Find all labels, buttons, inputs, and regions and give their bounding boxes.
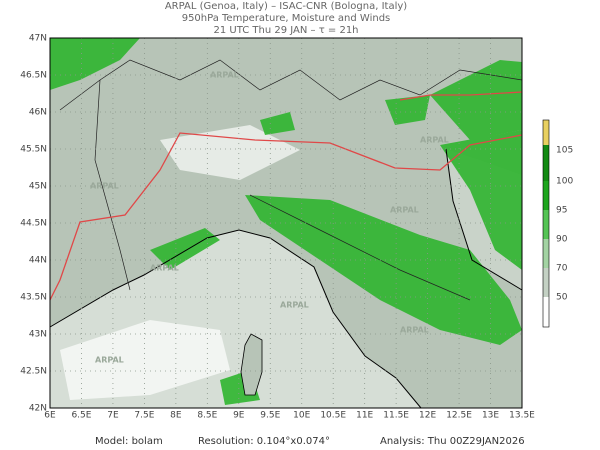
- lon-label: 12.5E: [446, 411, 472, 421]
- lon-label: 10.5E: [320, 411, 346, 421]
- lon-label: 11.5E: [383, 411, 409, 421]
- colorbar: [542, 119, 550, 328]
- footer-resolution: Resolution: 0.104°x0.074°: [198, 436, 330, 447]
- lon-label: 7E: [107, 411, 119, 421]
- colorbar-label: 50: [556, 293, 568, 303]
- lat-label: 46.5N: [20, 71, 47, 81]
- coastline: [445, 148, 523, 291]
- graticule: [50, 38, 522, 408]
- footer-analysis: Analysis: Thu 00Z29JAN2026: [380, 436, 525, 447]
- lat-label: 44N: [29, 256, 47, 266]
- lat-label: 45N: [29, 182, 47, 192]
- colorbar-label: 100: [556, 177, 573, 187]
- lon-label: 9E: [233, 411, 245, 421]
- lat-label: 42.5N: [20, 367, 47, 377]
- map-frame: [49, 37, 523, 409]
- lon-label: 6E: [44, 411, 56, 421]
- lon-label: 10E: [293, 411, 310, 421]
- colorbar-label: 105: [556, 146, 573, 156]
- lat-label: 47N: [29, 34, 47, 44]
- border: [59, 59, 523, 111]
- lon-label: 9.5E: [260, 411, 280, 421]
- colorbar-label: 90: [556, 235, 568, 245]
- lon-label: 8.5E: [197, 411, 217, 421]
- lon-label: 7.5E: [134, 411, 154, 421]
- watermark: ARPAL: [390, 206, 419, 215]
- isotherm: [399, 91, 523, 101]
- moisture-areas: [50, 38, 522, 405]
- lon-label: 11E: [356, 411, 373, 421]
- lon-label: 8E: [170, 411, 182, 421]
- map: ARPAL ARPAL ARPAL ARPAL ARPAL ARPAL ARPAL ARPAL: [49, 37, 523, 409]
- watermark: ARPAL: [400, 326, 429, 335]
- watermark: ARPAL: [95, 356, 124, 365]
- lat-label: 42N: [29, 404, 47, 414]
- lon-label: 13E: [482, 411, 499, 421]
- lon-label: 6.5E: [71, 411, 91, 421]
- footer-model: Model: bolam: [95, 436, 163, 447]
- lat-label: 46N: [29, 108, 47, 118]
- watermark: ARPAL: [280, 301, 309, 310]
- lat-label: 43.5N: [20, 293, 47, 303]
- lat-label: 43N: [29, 330, 47, 340]
- watermarks: ARPAL ARPAL ARPAL ARPAL ARPAL ARPAL ARPAL ARPAL: [90, 71, 449, 365]
- lat-label: 44.5N: [20, 219, 47, 229]
- border: [94, 79, 131, 291]
- header-line: ARPAL (Genoa, Italy) – ISAC-CNR (Bologna…: [165, 1, 407, 12]
- watermark: ARPAL: [420, 136, 449, 145]
- isotherm: [49, 132, 523, 301]
- region-border: [249, 194, 471, 301]
- white-area: [60, 320, 230, 400]
- header-line: 21 UTC Thu 29 JAN – τ = 21h: [213, 25, 358, 36]
- colorbar-label: 70: [556, 264, 568, 274]
- header-line: 950hPa Temperature, Moisture and Winds: [182, 13, 391, 24]
- corsica: [240, 333, 263, 396]
- lon-label: 13.5E: [509, 411, 535, 421]
- watermark: ARPAL: [150, 264, 179, 273]
- watermark: ARPAL: [90, 182, 119, 191]
- lat-label: 45.5N: [20, 145, 47, 155]
- watermark: ARPAL: [210, 71, 239, 80]
- lon-label: 12E: [419, 411, 436, 421]
- white-area: [160, 125, 300, 180]
- colorbar-label: 95: [556, 206, 567, 216]
